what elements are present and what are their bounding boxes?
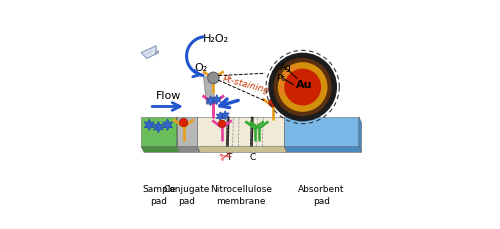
Text: ✂: ✂ xyxy=(218,148,234,166)
Polygon shape xyxy=(176,147,200,152)
Polygon shape xyxy=(198,117,284,147)
Polygon shape xyxy=(156,51,158,54)
Polygon shape xyxy=(141,117,176,147)
Text: Ag: Ag xyxy=(280,63,291,72)
Polygon shape xyxy=(216,112,224,121)
Polygon shape xyxy=(212,95,221,105)
Polygon shape xyxy=(222,111,229,120)
Text: Au: Au xyxy=(296,80,312,90)
Circle shape xyxy=(208,72,219,84)
Polygon shape xyxy=(206,96,215,106)
Text: O₂: O₂ xyxy=(194,63,207,73)
Polygon shape xyxy=(144,119,154,131)
Polygon shape xyxy=(141,46,156,58)
Text: Flow: Flow xyxy=(156,91,182,101)
Circle shape xyxy=(180,118,188,127)
Text: Pt-staining: Pt-staining xyxy=(222,75,270,96)
Text: C: C xyxy=(250,153,256,162)
Polygon shape xyxy=(176,117,180,152)
Polygon shape xyxy=(141,147,180,152)
Polygon shape xyxy=(284,147,362,152)
Polygon shape xyxy=(204,77,215,104)
Text: Pt: Pt xyxy=(276,74,285,83)
Circle shape xyxy=(284,68,321,106)
Circle shape xyxy=(268,53,337,121)
Circle shape xyxy=(278,62,328,112)
Polygon shape xyxy=(162,119,172,131)
Text: Sample
pad: Sample pad xyxy=(142,185,176,206)
Polygon shape xyxy=(250,117,254,147)
Polygon shape xyxy=(144,50,152,56)
Circle shape xyxy=(269,98,277,107)
Polygon shape xyxy=(176,117,198,147)
Polygon shape xyxy=(359,117,362,152)
Polygon shape xyxy=(284,117,287,152)
Text: H₂O₂: H₂O₂ xyxy=(203,34,229,44)
Circle shape xyxy=(274,58,332,116)
Polygon shape xyxy=(198,117,200,152)
Text: Conjugate
pad: Conjugate pad xyxy=(164,185,210,206)
Polygon shape xyxy=(226,117,230,147)
Polygon shape xyxy=(284,117,359,147)
Circle shape xyxy=(218,120,226,127)
Text: Absorbent
pad: Absorbent pad xyxy=(298,185,344,206)
Text: Nitrocellulose
membrane: Nitrocellulose membrane xyxy=(210,185,272,206)
Polygon shape xyxy=(198,147,287,152)
Polygon shape xyxy=(154,121,164,133)
Text: T: T xyxy=(226,153,231,162)
